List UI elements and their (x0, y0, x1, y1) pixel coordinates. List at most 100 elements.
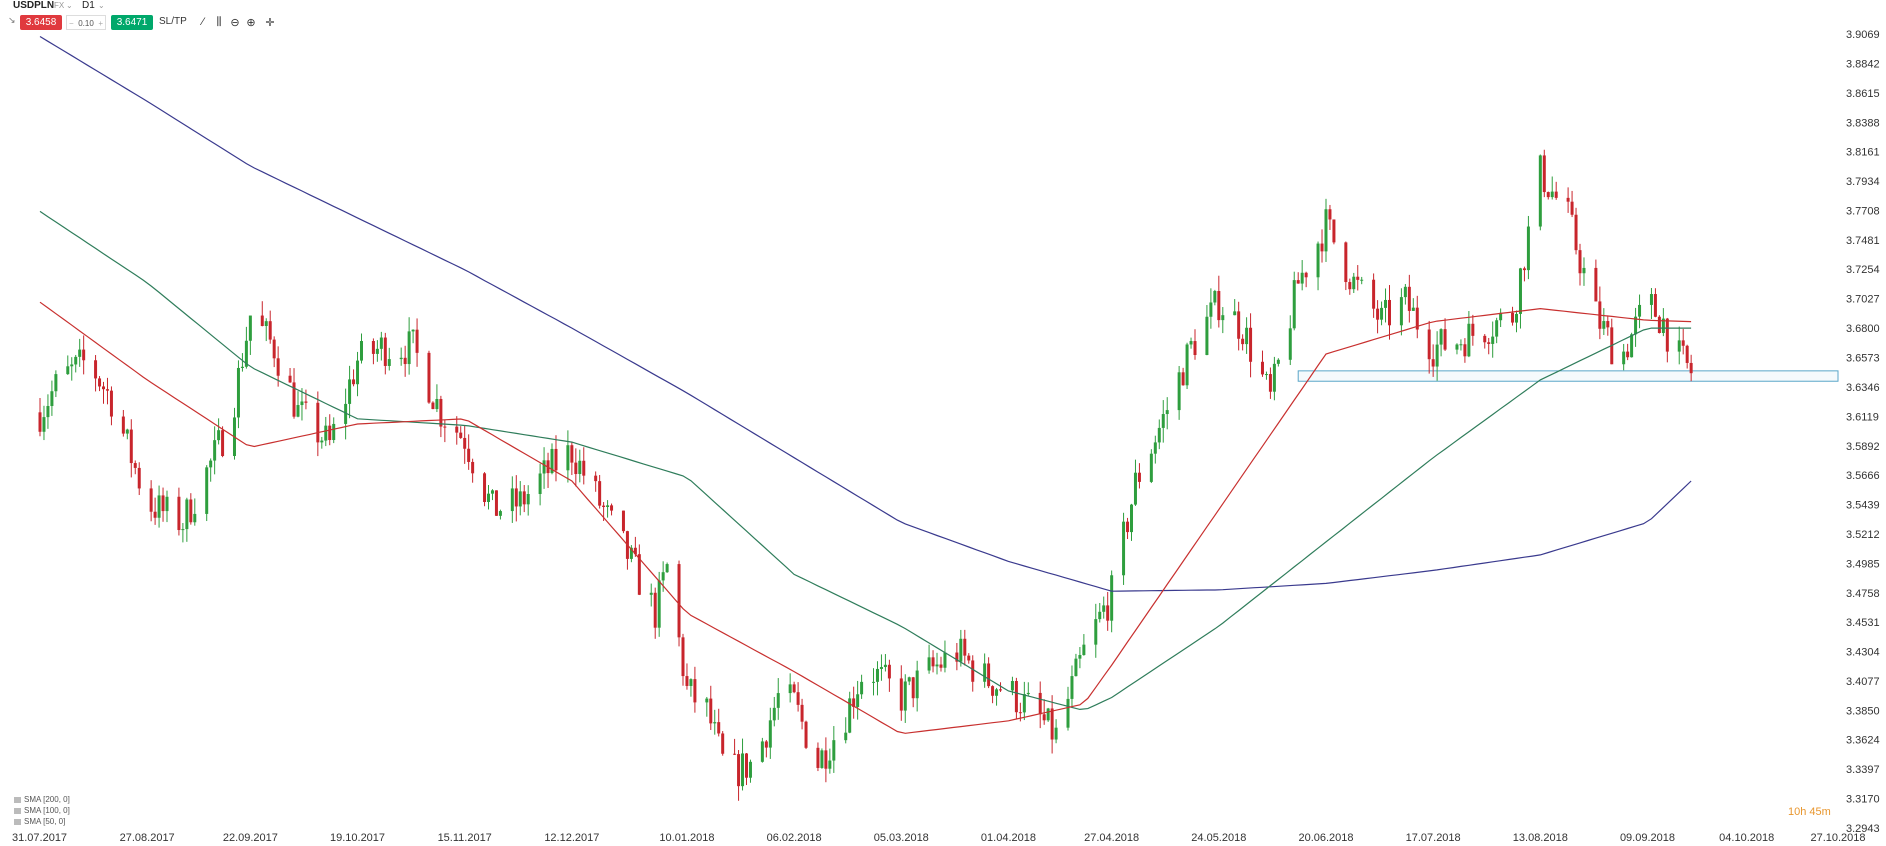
legend-sma50[interactable]: SMA [50, 0] (14, 817, 65, 826)
candle-bear (1487, 342, 1491, 344)
candle-bull (510, 488, 514, 512)
timeframe-label[interactable]: D1 (82, 0, 95, 11)
support-zone[interactable] (1297, 370, 1839, 382)
candle-bear (1431, 359, 1435, 367)
x-tick-label: 19.10.2017 (330, 832, 385, 844)
legend-sma200[interactable]: SMA [200, 0] (14, 795, 70, 804)
candle-bull (1360, 279, 1364, 281)
candle-bull (1435, 344, 1439, 367)
candle-bull (1380, 307, 1384, 320)
decrease-qty-icon[interactable]: − (69, 19, 74, 28)
sell-button[interactable]: 3.6458 (20, 15, 62, 30)
x-tick-label: 27.04.2018 (1084, 832, 1139, 844)
candle-bull (1459, 344, 1463, 346)
candle-bear (1483, 335, 1487, 343)
market-dropdown-icon[interactable]: ⌄ (66, 1, 73, 10)
zoom-out-icon[interactable]: ⊖ (230, 17, 240, 29)
collapse-icon[interactable]: ↘ (8, 15, 16, 25)
candle-bear (1566, 197, 1570, 202)
candle-bull (1411, 307, 1415, 311)
candle-bull (1026, 692, 1030, 695)
settings-icon[interactable] (14, 796, 21, 803)
candle-bull (209, 460, 213, 468)
legend-sma100[interactable]: SMA [100, 0] (14, 806, 70, 815)
candle-bull (356, 360, 360, 385)
candle-bull (1189, 341, 1193, 345)
x-tick-label: 17.07.2018 (1406, 832, 1461, 844)
candle-bear (852, 698, 856, 707)
candle-bull (1185, 344, 1189, 386)
candle-bear (109, 390, 113, 417)
sma100-line[interactable] (39, 210, 1692, 711)
candle-bear (471, 461, 475, 474)
candle-bear (963, 638, 967, 656)
candle-bear (177, 496, 181, 531)
candle-bull (760, 741, 764, 762)
candle-bull (296, 405, 300, 417)
candle-bear (796, 692, 800, 705)
candle-bull (713, 722, 717, 724)
candle-bull (1324, 209, 1328, 252)
candle-bear (268, 321, 272, 340)
candle-bull (1399, 297, 1403, 326)
candle-bear (677, 564, 681, 638)
candle-bull (1638, 304, 1642, 317)
candle-bull (1467, 323, 1471, 357)
x-tick-label: 20.06.2018 (1298, 832, 1353, 844)
candle-bear (1106, 605, 1110, 621)
candle-bear (1372, 279, 1376, 309)
y-tick-label: 3.7708 (1846, 205, 1880, 217)
candle-bull (1455, 344, 1459, 350)
x-tick-label: 09.09.2018 (1620, 832, 1675, 844)
crosshair-icon[interactable]: ✛ (265, 17, 275, 29)
candle-bear (467, 448, 471, 462)
x-tick-label: 27.08.2017 (120, 832, 175, 844)
candle-bull (490, 490, 494, 494)
candle-bull (1403, 286, 1407, 298)
candle-bear (733, 753, 737, 755)
symbol-label[interactable]: USDPLN (13, 0, 55, 11)
candle-bear (1249, 327, 1253, 362)
timeframe-dropdown-icon[interactable]: ⌄ (98, 1, 105, 10)
candle-bull (907, 677, 911, 682)
candle-bear (149, 488, 153, 512)
candle-bull (1233, 311, 1237, 316)
settings-icon[interactable] (14, 818, 21, 825)
candle-bull (1264, 374, 1268, 376)
x-tick-label: 13.08.2018 (1513, 832, 1568, 844)
candle-bear (463, 437, 467, 449)
candle-bear (483, 473, 487, 502)
candle-bear (1038, 692, 1042, 715)
candle-bear (685, 676, 689, 686)
candle-bull (213, 440, 217, 461)
buy-button[interactable]: 3.6471 (111, 15, 153, 30)
sma200-line[interactable] (39, 35, 1692, 592)
sma50-line[interactable] (39, 301, 1692, 734)
candle-bull (665, 564, 669, 573)
candle-bull (1165, 410, 1169, 415)
candle-bull (165, 496, 169, 512)
candle-bear (693, 679, 697, 703)
candle-bear (153, 511, 157, 518)
candle-bull (1300, 272, 1304, 284)
zoom-in-icon[interactable]: ⊕ (246, 17, 256, 29)
candle-bear (1554, 191, 1558, 198)
candle-bear (598, 481, 602, 506)
candle-bull (324, 425, 328, 441)
sltp-button[interactable]: SL/TP (159, 16, 187, 27)
settings-icon[interactable] (14, 807, 21, 814)
candle-bull (1046, 708, 1050, 721)
candle-bear (971, 660, 975, 682)
candle-bull (435, 398, 439, 410)
candle-bear (681, 637, 685, 677)
candle-bull (550, 448, 554, 474)
candle-bear (1328, 209, 1332, 220)
line-style-icon[interactable]: ⁄ (202, 16, 204, 28)
candle-bull (661, 572, 665, 581)
quantity-input[interactable]: − 0.10 + (66, 15, 106, 30)
increase-qty-icon[interactable]: + (98, 19, 103, 28)
candle-bear (955, 652, 959, 662)
candle-bull (959, 638, 963, 662)
candles-icon[interactable]: ⫼ (216, 16, 222, 28)
